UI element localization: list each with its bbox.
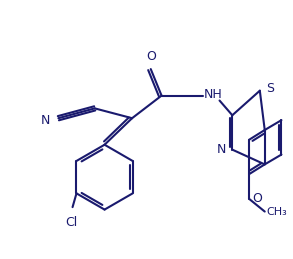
Text: Cl: Cl (65, 216, 78, 229)
Text: N: N (41, 114, 50, 127)
Text: S: S (266, 82, 274, 95)
Text: NH: NH (204, 88, 223, 101)
Text: O: O (252, 192, 262, 205)
Text: CH₃: CH₃ (267, 206, 287, 217)
Text: N: N (217, 143, 226, 156)
Text: O: O (146, 50, 156, 63)
